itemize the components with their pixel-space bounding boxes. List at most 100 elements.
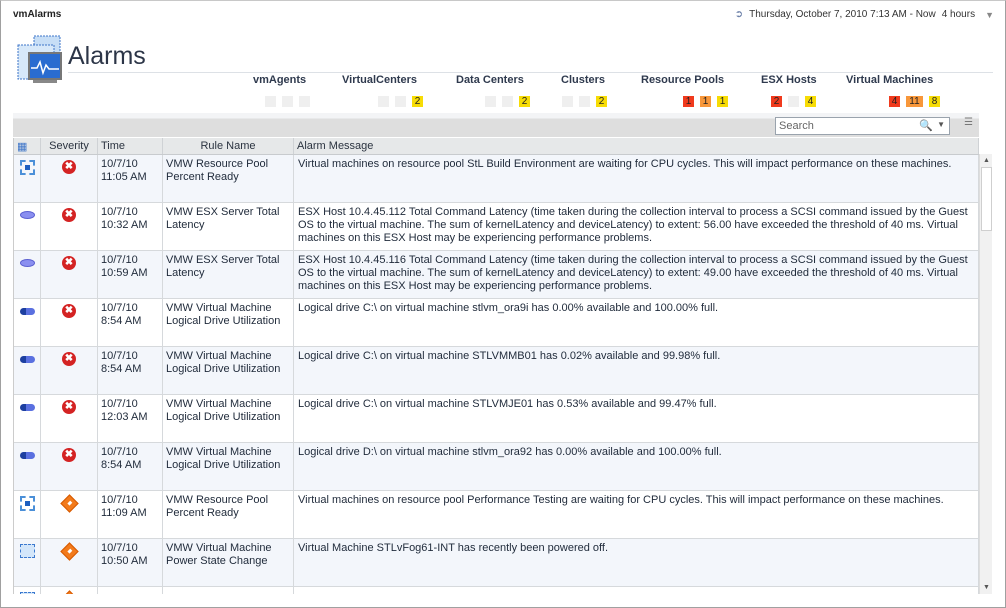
alarm-message-cell: Logical drive C:\ on virtual machine STL… (294, 347, 979, 394)
alarm-message-cell: Logical drive C:\ on virtual machine STL… (294, 395, 979, 442)
time-column-header[interactable]: Time (98, 138, 163, 154)
table-row[interactable]: ✖ 10/7/10 10:59 AM VMW ESX Server Total L… (14, 251, 979, 299)
critical-severity-icon: ✖ (62, 352, 76, 366)
table-row[interactable] (14, 587, 979, 594)
none-count-badge[interactable] (485, 96, 496, 107)
alarm-message-cell: Virtual machines on resource pool Perfor… (294, 491, 979, 538)
time-cell: 10/7/10 10:32 AM (98, 203, 163, 250)
search-placeholder: Search (779, 120, 814, 132)
esx-host-icon (19, 211, 35, 219)
warning-count-badge[interactable]: 2 (519, 96, 530, 107)
none-count-badge[interactable] (502, 96, 513, 107)
warning-count-badge[interactable]: 8 (929, 96, 940, 107)
category-data-centers[interactable]: Data Centers (456, 74, 524, 86)
date-text: 10/7/10 (101, 302, 138, 314)
scroll-up-arrow-icon[interactable]: ▲ (983, 157, 990, 164)
rule-name-cell: VMW Virtual Machine Logical Drive Utiliz… (163, 443, 294, 490)
alarm-message-cell (294, 587, 979, 594)
none-count-badge[interactable] (579, 96, 590, 107)
warning-count-badge[interactable]: 4 (805, 96, 816, 107)
alarm-message-cell: Logical drive D:\ on virtual machine stl… (294, 443, 979, 490)
category-vmagents[interactable]: vmAgents (253, 74, 307, 86)
rule-name-column-header[interactable]: Rule Name (163, 138, 294, 154)
column-chooser-icon[interactable]: ☰ (964, 117, 973, 128)
object-type-cell (14, 587, 41, 594)
search-icon[interactable]: 🔍 (919, 120, 933, 132)
virtual-disk-icon (19, 452, 35, 459)
category-esx-hosts[interactable]: ESX Hosts (761, 74, 817, 86)
page-title: Alarms (68, 42, 146, 70)
table-row[interactable]: 10/7/10 11:09 AM VMW Resource Pool Percen… (14, 491, 979, 539)
major-count-badge[interactable]: 1 (700, 96, 711, 107)
time-text: 8:54 AM (101, 363, 142, 375)
vertical-scrollbar[interactable]: ▲ ▼ (979, 154, 992, 594)
major-severity-icon (59, 494, 79, 513)
critical-severity-icon: ✖ (62, 400, 76, 414)
column-icon: ▦ (17, 141, 28, 153)
object-type-cell (14, 347, 41, 394)
warning-count-badge[interactable]: 1 (717, 96, 728, 107)
category-virtual-machines[interactable]: Virtual Machines (846, 74, 934, 86)
none-count-badge[interactable] (378, 96, 389, 107)
table-header: ▦ Severity Time Rule Name Alarm Message (14, 138, 979, 155)
time-cell: 10/7/10 10:59 AM (98, 251, 163, 298)
virtual-machine-icon (19, 544, 35, 558)
table-row[interactable]: ✖ 10/7/10 10:32 AM VMW ESX Server Total L… (14, 203, 979, 251)
time-range-selector[interactable]: ➲ Thursday, October 7, 2010 7:13 AM - No… (735, 9, 994, 20)
title-divider (68, 72, 993, 73)
major-count-badge[interactable]: 11 (906, 96, 923, 107)
rule-name-cell: VMW Resource Pool Percent Ready (163, 155, 294, 202)
table-row[interactable]: ✖ 10/7/10 8:54 AM VMW Virtual Machine Log… (14, 299, 979, 347)
alarms-logo-icon (17, 35, 62, 83)
table-row[interactable]: ✖ 10/7/10 12:03 AM VMW Virtual Machine Lo… (14, 395, 979, 443)
resource-pool-icon (19, 496, 35, 511)
time-cell: 10/7/10 8:54 AM (98, 347, 163, 394)
scrollbar-thumb[interactable] (981, 167, 992, 231)
table-row[interactable]: ✖ 10/7/10 11:05 AM VMW Resource Pool Perc… (14, 155, 979, 203)
object-type-cell (14, 203, 41, 250)
severity-cell (41, 587, 98, 594)
object-type-cell (14, 539, 41, 586)
date-text: 10/7/10 (101, 158, 138, 170)
time-text: 10:50 AM (101, 555, 148, 567)
table-row[interactable]: ✖ 10/7/10 8:54 AM VMW Virtual Machine Log… (14, 347, 979, 395)
esx-host-icon (19, 259, 35, 267)
none-count-badge[interactable] (265, 96, 276, 107)
app-title: vmAlarms (13, 9, 62, 20)
chevron-down-icon[interactable]: ▼ (985, 9, 994, 20)
category-virtualcenters[interactable]: VirtualCenters (342, 74, 417, 86)
alarm-message-cell: Virtual machines on resource pool StL Bu… (294, 155, 979, 202)
object-type-column-header[interactable]: ▦ (14, 138, 41, 154)
time-text: 11:09 AM (101, 507, 147, 519)
severity-cell: ✖ (41, 251, 98, 298)
scroll-down-arrow-icon[interactable]: ▼ (983, 584, 990, 591)
warning-count-badge[interactable]: 2 (412, 96, 423, 107)
virtual-disk-icon (19, 404, 35, 411)
critical-count-badge[interactable]: 4 (889, 96, 900, 107)
severity-column-header[interactable]: Severity (41, 138, 98, 154)
refresh-icon: ➲ (734, 9, 744, 20)
critical-count-badge[interactable]: 2 (771, 96, 782, 107)
critical-severity-icon: ✖ (62, 208, 76, 222)
date-text: 10/7/10 (101, 206, 138, 218)
chevron-down-icon[interactable]: ▼ (937, 120, 945, 129)
category-clusters[interactable]: Clusters (561, 74, 606, 86)
none-count-badge[interactable] (788, 96, 799, 107)
time-cell (98, 587, 163, 594)
table-row[interactable]: ✖ 10/7/10 8:54 AM VMW Virtual Machine Log… (14, 443, 979, 491)
critical-count-badge[interactable]: 1 (683, 96, 694, 107)
none-count-badge[interactable] (299, 96, 310, 107)
none-count-badge[interactable] (395, 96, 406, 107)
rule-name-cell (163, 587, 294, 594)
category-resource-pools[interactable]: Resource Pools (641, 74, 725, 86)
table-row[interactable]: 10/7/10 10:50 AM VMW Virtual Machine Powe… (14, 539, 979, 587)
warning-count-badge[interactable]: 2 (596, 96, 607, 107)
time-cell: 10/7/10 12:03 AM (98, 395, 163, 442)
time-cell: 10/7/10 8:54 AM (98, 443, 163, 490)
search-input[interactable]: Search 🔍 ▼ (775, 117, 950, 135)
none-count-badge[interactable] (562, 96, 573, 107)
rule-name-cell: VMW Resource Pool Percent Ready (163, 491, 294, 538)
none-count-badge[interactable] (282, 96, 293, 107)
alarm-message-column-header[interactable]: Alarm Message (294, 138, 979, 154)
date-text: 10/7/10 (101, 494, 138, 506)
